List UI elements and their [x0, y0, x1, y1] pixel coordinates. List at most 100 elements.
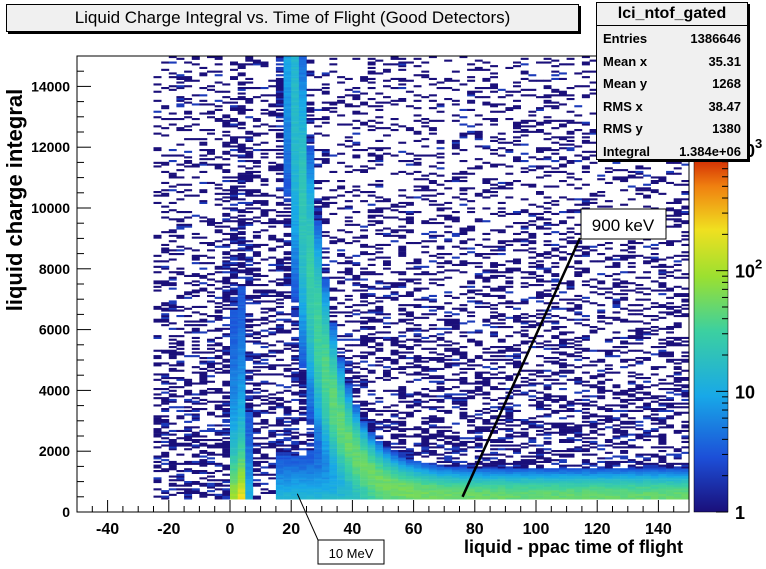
heatmap-cell: [444, 364, 453, 367]
heatmap-cell: [344, 320, 353, 323]
heatmap-cell: [161, 437, 170, 440]
heatmap-cell: [291, 76, 300, 79]
heatmap-cell: [398, 189, 407, 192]
heatmap-cell: [375, 232, 384, 235]
heatmap-cell: [252, 373, 261, 376]
heatmap-cell: [344, 402, 353, 405]
heatmap-cell: [245, 318, 254, 321]
heatmap-cell: [191, 305, 200, 308]
heatmap-cell: [275, 178, 284, 181]
heatmap-cell: [337, 384, 346, 387]
heatmap-cell: [298, 207, 307, 210]
heatmap-cell: [176, 249, 185, 252]
heatmap-cell: [352, 149, 361, 152]
heatmap-cell: [176, 415, 185, 418]
heatmap-cell: [360, 464, 368, 467]
heatmap-cell: [337, 459, 346, 462]
heatmap-cell: [176, 340, 185, 343]
heatmap-cell: [260, 192, 269, 195]
heatmap-cell: [230, 149, 238, 152]
heatmap-cell: [390, 435, 399, 438]
heatmap-cell: [367, 203, 376, 206]
heatmap-cell: [237, 302, 246, 305]
heatmap-cell: [191, 57, 200, 60]
heatmap-cell: [291, 85, 300, 88]
heatmap-cell: [444, 238, 453, 241]
heatmap-cell: [214, 479, 223, 482]
heatmap-cell: [367, 152, 376, 155]
heatmap-cell: [413, 99, 422, 102]
heatmap-cell: [161, 284, 170, 287]
heatmap-cell: [306, 74, 315, 77]
heatmap-cell: [291, 256, 300, 259]
heatmap-cell: [360, 322, 368, 325]
heatmap-cell: [298, 411, 307, 414]
heatmap-cell: [329, 433, 338, 436]
heatmap-cell: [168, 258, 177, 261]
heatmap-cell: [275, 358, 284, 361]
heatmap-cell: [168, 327, 177, 330]
heatmap-cell: [436, 400, 445, 403]
heatmap-cell: [451, 466, 460, 469]
heatmap-cell: [252, 149, 261, 152]
heatmap-cell: [352, 460, 361, 463]
heatmap-cell: [344, 231, 353, 234]
heatmap-cell: [199, 464, 208, 467]
heatmap-cell: [161, 192, 170, 195]
heatmap-cell: [398, 422, 407, 425]
heatmap-cell: [421, 347, 430, 350]
heatmap-cell: [436, 429, 445, 432]
heatmap-cell: [306, 152, 315, 155]
heatmap-cell: [184, 482, 193, 485]
heatmap-cell: [230, 105, 238, 108]
heatmap-cell: [497, 103, 506, 106]
heatmap-cell: [306, 265, 315, 268]
heatmap-cell: [337, 369, 346, 372]
heatmap-cell: [306, 462, 315, 465]
heatmap-cell: [245, 101, 254, 104]
heatmap-cell: [230, 191, 238, 194]
heatmap-cell: [405, 450, 414, 453]
heatmap-cell: [283, 222, 292, 225]
heatmap-cell: [314, 491, 323, 494]
heatmap-cell: [375, 490, 384, 493]
heatmap-cell: [314, 316, 323, 319]
heatmap-cell: [329, 57, 338, 60]
heatmap-cell: [306, 415, 315, 418]
heatmap-cell: [275, 424, 284, 427]
heatmap-cell: [168, 174, 177, 177]
heatmap-cell: [444, 269, 453, 272]
heatmap-cell: [497, 201, 506, 204]
heatmap-cell: [482, 145, 491, 148]
heatmap-cell: [291, 431, 300, 434]
heatmap-cell: [482, 305, 491, 308]
heatmap-cell: [191, 273, 200, 276]
heatmap-cell: [314, 406, 323, 409]
heatmap-cell: [344, 377, 353, 380]
heatmap-cell: [428, 398, 437, 401]
heatmap-cell: [337, 101, 346, 104]
heatmap-cell: [321, 121, 330, 124]
heatmap-cell: [275, 94, 284, 97]
heatmap-cell: [306, 357, 315, 360]
heatmap-cell: [337, 393, 346, 396]
heatmap-cell: [352, 371, 361, 374]
heatmap-cell: [176, 218, 185, 221]
heatmap-cell: [153, 428, 162, 431]
heatmap-cell: [298, 59, 307, 62]
heatmap-cell: [245, 431, 254, 434]
heatmap-cell: [230, 256, 238, 259]
heatmap-cell: [467, 473, 476, 476]
heatmap-cell: [497, 495, 506, 498]
heatmap-cell: [413, 278, 422, 281]
heatmap-cell: [245, 284, 254, 287]
heatmap-cell: [306, 353, 315, 356]
heatmap-cell: [275, 462, 284, 465]
heatmap-cell: [306, 225, 315, 228]
heatmap-cell: [413, 260, 422, 263]
heatmap-cell: [337, 413, 346, 416]
heatmap-cell: [360, 435, 368, 438]
heatmap-cell: [398, 247, 407, 250]
heatmap-cell: [275, 222, 284, 225]
heatmap-cell: [314, 267, 323, 270]
